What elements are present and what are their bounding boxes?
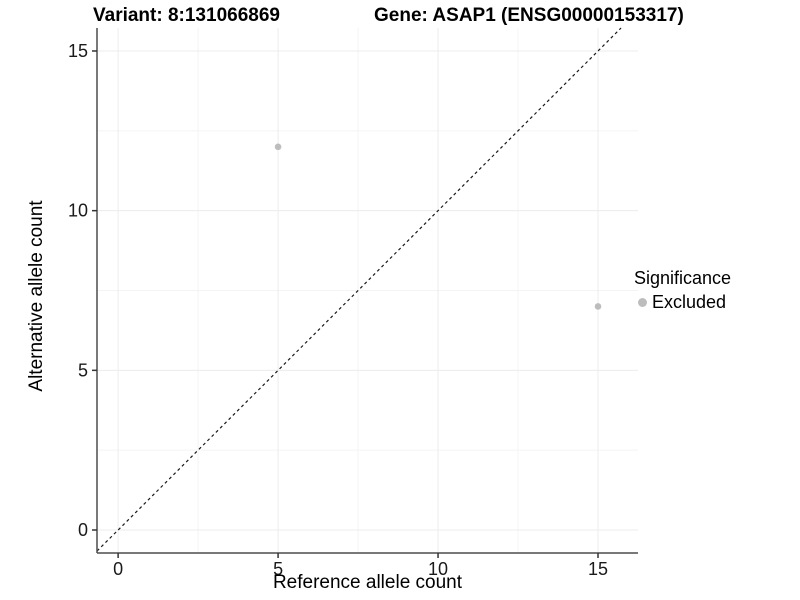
plot-title-gene: Gene: ASAP1 (ENSG00000153317) (374, 5, 684, 26)
y-tick-label: 10 (68, 201, 88, 221)
x-tick-label: 15 (588, 559, 608, 579)
x-tick-label: 5 (273, 559, 283, 579)
x-tick-label: 0 (113, 559, 123, 579)
y-tick-label: 15 (68, 41, 88, 61)
x-tick-label: 10 (428, 559, 448, 579)
legend-item-excluded: Excluded (638, 292, 731, 313)
legend-item-label: Excluded (652, 292, 727, 312)
legend-point-icon (638, 298, 647, 307)
legend-title: Significance (634, 268, 732, 288)
data-point (594, 303, 602, 310)
y-tick-label: 5 (78, 360, 88, 380)
x-axis-title: Reference allele count (272, 572, 463, 593)
y-tick-label: 0 (78, 520, 88, 540)
plot-title-variant: Variant: 8:131066869 (93, 5, 280, 26)
identity-dashed-line (96, 27, 622, 552)
y-axis-title: Alternative allele count (26, 200, 47, 392)
data-point (274, 143, 282, 151)
legend: Significance Excluded (634, 268, 731, 313)
